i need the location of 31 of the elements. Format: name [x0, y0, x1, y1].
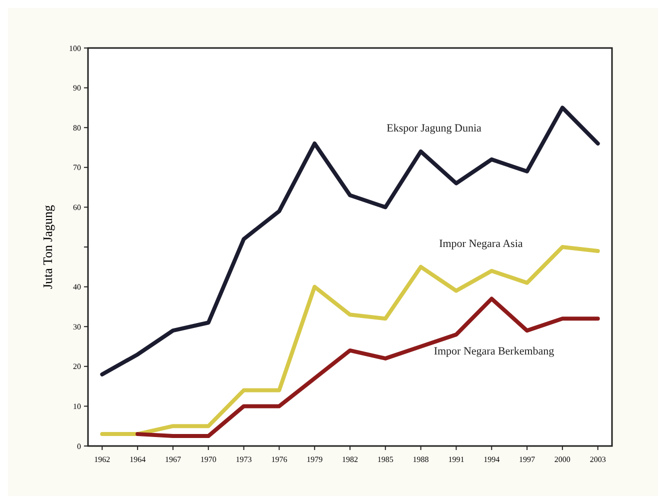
x-tick-label: 1973 [236, 455, 252, 464]
x-tick-label: 2000 [554, 455, 570, 464]
y-tick-label: 70 [73, 163, 81, 172]
x-tick-label: 1962 [94, 455, 110, 464]
x-tick-label: 1976 [271, 455, 288, 464]
line-series [100, 106, 600, 376]
y-tick-label: 40 [73, 282, 81, 292]
x-tick-label: 1997 [519, 455, 536, 464]
y-axis-title: Juta Ton Jagung [40, 204, 55, 290]
x-tick-label: 1964 [130, 455, 146, 464]
y-tick-label: 20 [73, 362, 81, 372]
y-tick-label: 90 [73, 84, 81, 93]
x-tick-label: 1994 [484, 455, 500, 464]
x-tick-label: 1967 [164, 455, 181, 464]
text: Ekspor Jagung Dunia [386, 122, 482, 135]
x-tick-label: 1985 [377, 455, 394, 464]
y-tick-label: 0 [77, 442, 81, 451]
x-tick-label: 1988 [412, 455, 429, 464]
series-label: Impor Negara Berkembang [434, 345, 555, 358]
text: Impor Negara Asia [439, 238, 523, 250]
x-tick-label: 1982 [342, 455, 358, 464]
y-tick-label: 10 [73, 402, 81, 411]
y-tick-label: 60 [73, 203, 81, 212]
x-tick-label: 2003 [590, 455, 606, 464]
x-tick-label: 1991 [448, 455, 464, 464]
y-tick-label: 100 [69, 44, 81, 53]
x-tick-label: 1970 [200, 455, 216, 464]
y-tick-label: 80 [73, 123, 81, 132]
line-series [136, 296, 600, 438]
y-tick-label: 30 [73, 322, 81, 332]
x-tick-label: 1979 [306, 455, 323, 464]
